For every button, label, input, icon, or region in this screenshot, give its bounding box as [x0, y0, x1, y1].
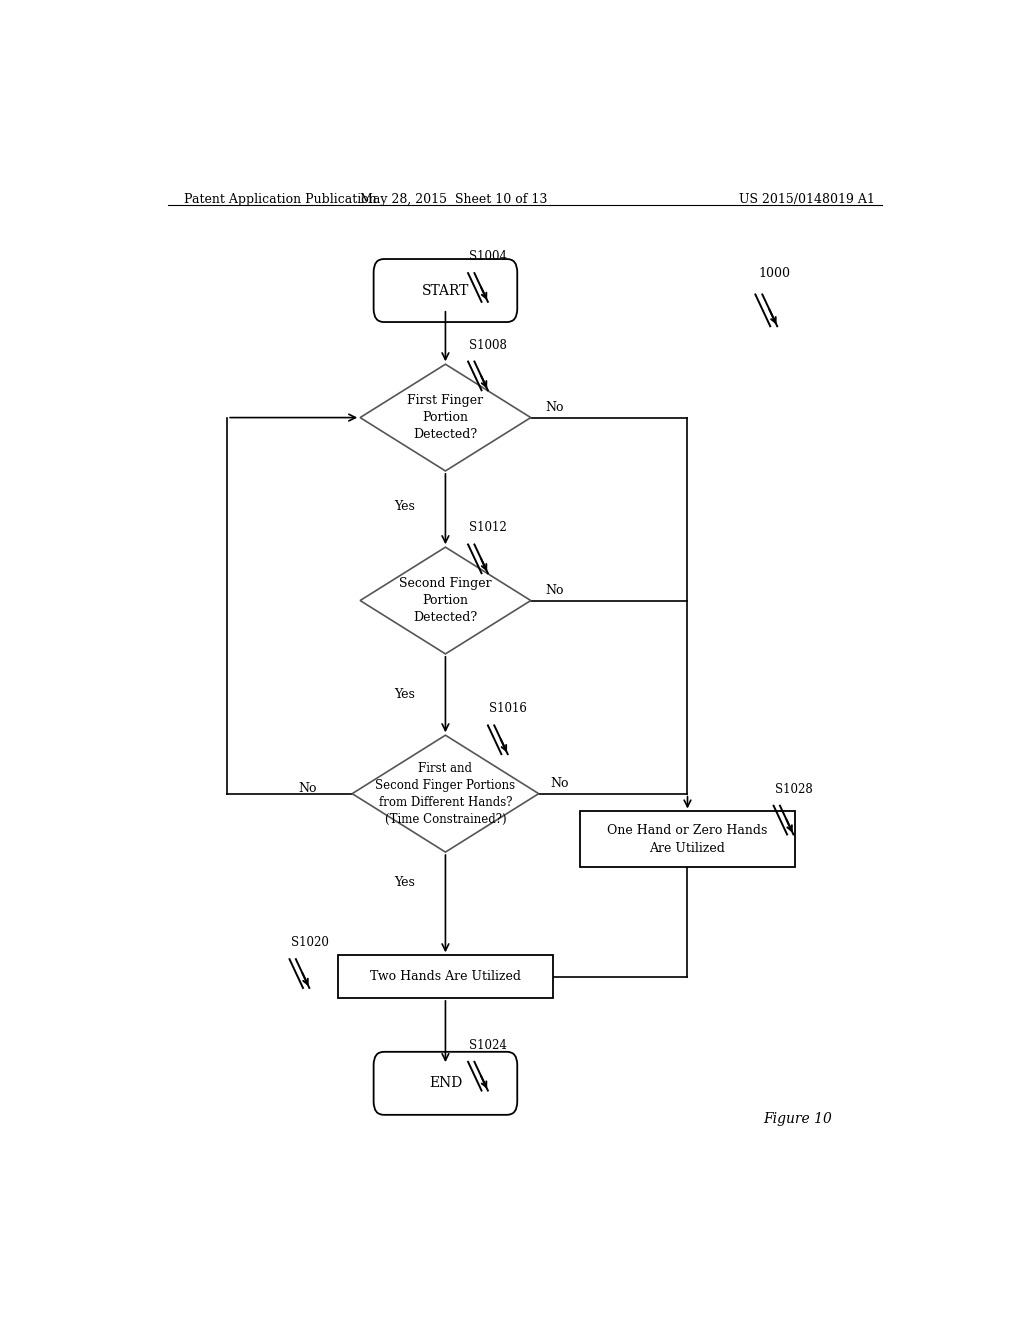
Text: S1012: S1012 [469, 521, 507, 535]
Text: No: No [545, 583, 563, 597]
Text: Yes: Yes [394, 876, 416, 890]
Text: Two Hands Are Utilized: Two Hands Are Utilized [370, 970, 521, 983]
Text: First Finger
Portion
Detected?: First Finger Portion Detected? [408, 395, 483, 441]
Text: S1008: S1008 [469, 338, 507, 351]
Text: No: No [545, 401, 563, 414]
FancyBboxPatch shape [374, 1052, 517, 1115]
FancyBboxPatch shape [374, 259, 517, 322]
Text: Yes: Yes [394, 688, 416, 701]
Polygon shape [360, 548, 530, 653]
Text: One Hand or Zero Hands
Are Utilized: One Hand or Zero Hands Are Utilized [607, 824, 768, 855]
Text: May 28, 2015  Sheet 10 of 13: May 28, 2015 Sheet 10 of 13 [359, 193, 547, 206]
Polygon shape [360, 364, 530, 471]
Text: 1000: 1000 [759, 268, 791, 280]
Text: S1016: S1016 [489, 702, 527, 715]
Text: S1004: S1004 [469, 249, 507, 263]
Text: END: END [429, 1076, 462, 1090]
Text: Figure 10: Figure 10 [763, 1111, 831, 1126]
Text: No: No [298, 781, 316, 795]
Polygon shape [352, 735, 539, 853]
Text: US 2015/0148019 A1: US 2015/0148019 A1 [739, 193, 874, 206]
Text: Yes: Yes [394, 500, 416, 513]
Text: No: No [551, 777, 569, 789]
Text: S1028: S1028 [775, 783, 812, 796]
Text: S1020: S1020 [291, 936, 329, 949]
Bar [338, 956, 553, 998]
Text: S1024: S1024 [469, 1039, 507, 1052]
Text: Second Finger
Portion
Detected?: Second Finger Portion Detected? [399, 577, 492, 624]
Text: START: START [422, 284, 469, 297]
Text: Patent Application Publication: Patent Application Publication [183, 193, 376, 206]
Text: First and
Second Finger Portions
from Different Hands?
(Time Constrained?): First and Second Finger Portions from Di… [376, 762, 515, 825]
Bar [581, 812, 795, 867]
